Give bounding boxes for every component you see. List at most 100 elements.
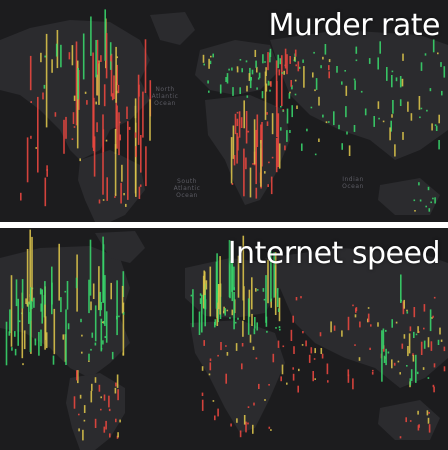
murder-rate-bar	[102, 114, 104, 195]
murder-rate-bar	[46, 165, 48, 171]
murder-rate-bar	[345, 106, 347, 118]
internet-speed-bar	[78, 413, 80, 416]
internet-speed-bar	[241, 363, 243, 370]
murder-rate-bar	[284, 145, 286, 151]
south-america-land	[66, 373, 125, 450]
internet-speed-bar	[409, 326, 412, 332]
murder-rate-bar	[386, 67, 388, 81]
murder-rate-bar	[30, 101, 32, 103]
australia-land	[378, 178, 440, 215]
internet-speed-bar	[247, 406, 250, 408]
internet-speed-bar	[209, 358, 212, 362]
internet-speed-bar	[416, 371, 419, 375]
murder-rate-bar	[249, 77, 252, 89]
murder-rate-bar	[288, 93, 291, 99]
murder-rate-bar	[251, 69, 254, 75]
murder-rate-bar	[432, 197, 434, 200]
ocean-label-south-atlantic: South Atlantic Ocean	[173, 178, 201, 199]
internet-speed-bar	[203, 340, 205, 346]
murder-rate-bar	[419, 199, 422, 202]
internet-speed-bar	[88, 360, 90, 362]
murder-rate-bar	[268, 161, 270, 164]
murder-rate-bar	[267, 184, 269, 187]
murder-rate-bar	[368, 58, 371, 64]
internet-speed-bar	[403, 334, 406, 339]
internet-speed-bar	[5, 321, 8, 366]
internet-speed-bar	[65, 309, 67, 365]
murder-rate-bar	[428, 208, 431, 212]
internet-speed-bar	[251, 313, 253, 326]
murder-rate-bar	[71, 138, 74, 140]
internet-speed-bar	[433, 363, 436, 368]
internet-speed-bar	[253, 402, 255, 406]
murder-rate-bar	[236, 66, 239, 69]
murder-rate-bar	[30, 135, 32, 139]
internet-speed-bar	[245, 421, 247, 433]
murder-rate-bar	[306, 128, 308, 132]
murder-rate-bar	[346, 131, 348, 135]
murder-rate-bar	[296, 105, 298, 109]
internet-speed-bar	[31, 236, 33, 302]
murder-rate-bar	[261, 91, 264, 99]
murder-rate-bar	[73, 126, 76, 128]
internet-speed-bar	[89, 239, 92, 296]
internet-speed-bar	[403, 299, 405, 309]
internet-speed-bar	[247, 422, 249, 425]
murder-rate-bar	[96, 74, 98, 96]
murder-rate-bar	[92, 52, 94, 148]
murder-rate-map-panel: North Atlantic Ocean South Atlantic Ocea…	[0, 0, 448, 222]
internet-speed-bar	[308, 354, 311, 363]
murder-rate-bar	[116, 105, 118, 149]
internet-speed-bar	[265, 316, 268, 327]
murder-rate-bar	[402, 132, 404, 140]
australia-land	[378, 400, 440, 440]
internet-speed-bar	[217, 354, 219, 357]
internet-speed-bar	[301, 344, 304, 346]
internet-speed-bar	[122, 352, 124, 356]
internet-speed-bar	[319, 332, 322, 337]
murder-rate-bar	[282, 110, 284, 112]
internet-speed-bar	[391, 359, 393, 369]
murder-rate-bar	[401, 78, 404, 87]
internet-speed-bar	[292, 367, 294, 370]
murder-rate-bar	[279, 58, 282, 65]
murder-rate-bar	[116, 56, 118, 59]
internet-speed-bar	[30, 300, 33, 310]
internet-speed-bar	[198, 311, 201, 335]
murder-rate-bar	[255, 60, 257, 68]
internet-speed-bar	[237, 255, 240, 298]
internet-speed-bar	[249, 334, 252, 343]
murder-rate-bar	[407, 101, 409, 112]
internet-speed-bar	[34, 339, 37, 346]
murder-rate-bar	[324, 44, 327, 55]
internet-speed-bar	[53, 308, 56, 355]
murder-rate-bar	[267, 80, 270, 86]
murder-rate-bar	[443, 66, 446, 78]
murder-rate-bar	[435, 125, 438, 131]
murder-rate-bar	[79, 158, 81, 162]
internet-speed-bar	[393, 362, 396, 366]
murder-rate-bar	[236, 67, 239, 73]
internet-speed-bar	[52, 355, 55, 365]
internet-speed-bar	[277, 340, 280, 348]
internet-speed-bar	[44, 316, 47, 340]
murder-rate-bar	[355, 59, 358, 62]
internet-speed-bar	[102, 340, 104, 345]
internet-speed-bar	[108, 408, 111, 412]
internet-speed-bar	[10, 275, 13, 347]
internet-speed-bar	[385, 329, 387, 332]
murder-rate-bar	[120, 182, 122, 204]
internet-speed-bar	[428, 424, 431, 433]
internet-speed-bar	[201, 399, 204, 411]
murder-rate-bar	[231, 67, 233, 71]
murder-rate-bar	[355, 46, 358, 54]
murder-rate-bar	[432, 39, 435, 53]
murder-rate-bar	[286, 130, 288, 142]
internet-speed-bar	[413, 307, 416, 318]
internet-speed-bar	[347, 316, 350, 331]
murder-rate-bar	[280, 127, 282, 131]
land-shapes	[0, 231, 448, 450]
internet-speed-bar	[98, 384, 101, 392]
murder-rate-bar	[344, 70, 346, 72]
internet-speed-bar	[347, 374, 350, 383]
